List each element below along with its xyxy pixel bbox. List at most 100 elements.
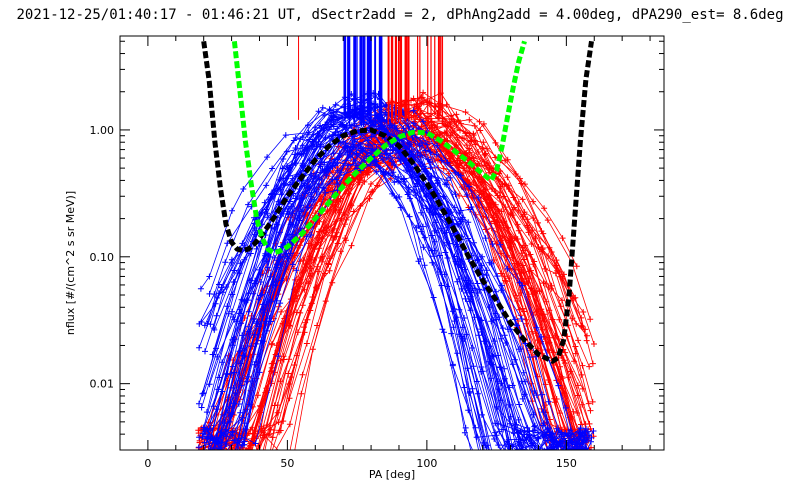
- trace-point: [199, 434, 206, 441]
- trace-point: [237, 260, 244, 267]
- trace-point: [494, 378, 501, 385]
- trace-point: [451, 128, 458, 134]
- trace-point: [391, 162, 398, 168]
- trace-point: [225, 310, 232, 317]
- trace-point: [536, 288, 543, 295]
- trace-point: [434, 180, 441, 187]
- trace-point: [420, 89, 427, 96]
- trace-point: [462, 424, 469, 431]
- trace-point: [347, 147, 354, 154]
- trace-point: [280, 418, 287, 425]
- trace-point: [488, 318, 495, 325]
- trace-point: [506, 401, 513, 408]
- trace-point: [259, 209, 266, 216]
- trace-point: [528, 328, 535, 335]
- trace-point: [319, 104, 326, 111]
- trace-point: [230, 314, 237, 320]
- trace-point: [319, 258, 326, 265]
- trace-point: [438, 157, 445, 164]
- trace-point: [486, 192, 493, 199]
- trace-point: [207, 435, 214, 442]
- trace-point: [441, 271, 448, 278]
- trace-point: [318, 198, 324, 205]
- trace-point: [465, 407, 472, 414]
- trace-point: [475, 194, 482, 201]
- trace-point: [479, 368, 486, 375]
- axes-layer: 0 50 100 150 0.01 0.10 1.00: [90, 35, 665, 470]
- trace-point: [506, 239, 513, 246]
- trace-point: [475, 332, 482, 339]
- trace-point: [521, 181, 528, 188]
- trace-point: [587, 407, 594, 414]
- trace-point: [299, 162, 306, 169]
- trace-point: [488, 260, 495, 267]
- trace-point: [565, 374, 572, 381]
- trace-point: [466, 179, 473, 186]
- trace-point: [280, 156, 287, 162]
- trace-point: [490, 257, 497, 263]
- trace-point: [335, 198, 342, 205]
- trace-point: [245, 201, 252, 208]
- trace-point: [540, 420, 547, 427]
- trace-point: [324, 163, 331, 170]
- trace-point: [496, 170, 503, 177]
- trace-point: [311, 185, 318, 192]
- trace-point: [535, 429, 542, 436]
- trace-point: [279, 165, 286, 172]
- trace-point: [586, 432, 593, 439]
- trace-point: [407, 141, 414, 148]
- trace-point: [339, 121, 345, 128]
- trace-point: [220, 289, 226, 296]
- trace-point: [476, 286, 483, 293]
- trace-point: [271, 226, 278, 232]
- y-tick-label: 0.10: [90, 251, 115, 264]
- trace-point: [544, 217, 551, 224]
- trace-line: [217, 142, 587, 450]
- trace-point: [531, 289, 538, 296]
- trace-point: [315, 108, 322, 115]
- trace-point: [562, 438, 569, 445]
- trace-point: [252, 440, 259, 447]
- trace-point: [590, 428, 597, 434]
- trace-point: [517, 290, 524, 296]
- trace-point: [519, 196, 526, 203]
- trace-point: [311, 246, 318, 253]
- trace-point: [243, 448, 245, 450]
- trace-point: [549, 316, 556, 323]
- trace-point: [264, 264, 271, 271]
- trace-point: [263, 182, 270, 189]
- trace-point: [577, 425, 584, 432]
- trace-point: [373, 168, 380, 175]
- trace-point: [357, 203, 364, 209]
- trace-point: [229, 207, 235, 214]
- trace-point: [476, 118, 483, 125]
- trace-point: [483, 267, 490, 274]
- trace-point: [345, 162, 351, 169]
- trace-point: [311, 146, 318, 153]
- trace-point: [373, 158, 380, 165]
- trace-point: [272, 282, 279, 289]
- trace-point: [253, 245, 260, 252]
- trace-point: [252, 435, 259, 442]
- trace-point: [467, 138, 474, 145]
- trace-point: [587, 316, 594, 323]
- trace-point: [504, 156, 511, 163]
- trace-point: [321, 185, 328, 192]
- trace-point: [423, 192, 430, 199]
- trace-point: [352, 175, 359, 182]
- trace-point: [332, 129, 339, 136]
- trace-point: [584, 332, 590, 339]
- trace-point: [520, 369, 527, 376]
- trace-point: [532, 330, 539, 337]
- trace-point: [309, 139, 316, 145]
- trace-point: [368, 147, 375, 154]
- trace-point: [470, 132, 477, 139]
- trace-point: [235, 401, 242, 407]
- trace-point: [466, 183, 472, 190]
- trace-point: [269, 190, 276, 197]
- trace-point: [214, 434, 220, 441]
- trace-point: [210, 325, 217, 332]
- trace-point: [465, 219, 472, 226]
- trace-point: [444, 224, 451, 231]
- trace-point: [579, 323, 585, 330]
